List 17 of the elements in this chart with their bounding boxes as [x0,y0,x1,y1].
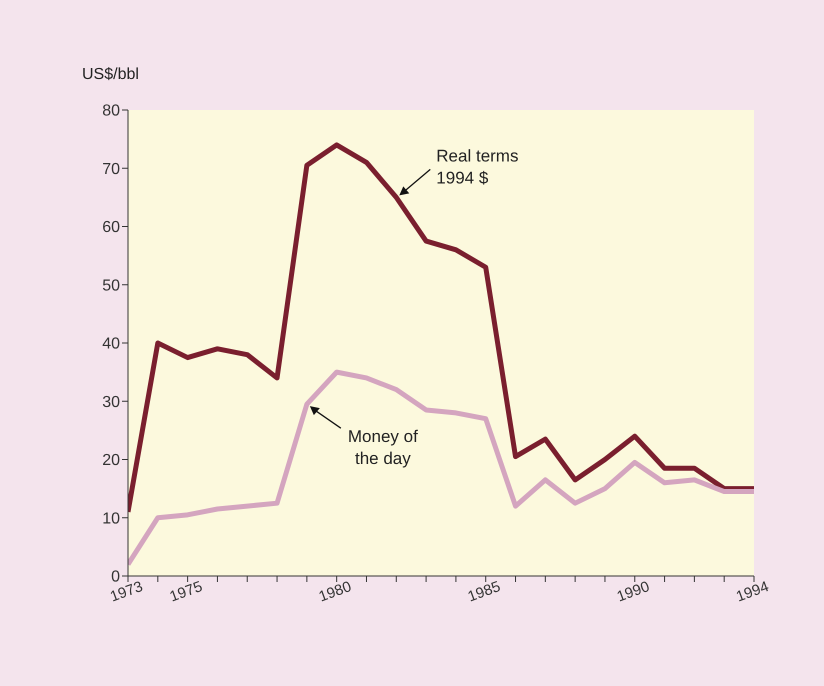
y-tick-label: 80 [102,102,120,120]
x-tick-label: 1990 [614,578,652,606]
series-label: Money of the day [348,427,418,468]
y-tick-label: 40 [102,336,120,353]
y-axis-title: US$/bbl [82,66,139,84]
y-tick-label: 50 [102,277,120,294]
y-tick-label: 60 [102,219,120,236]
y-tick-label: 10 [102,510,120,528]
x-tick-label: 1975 [167,578,205,606]
y-tick-label: 20 [102,452,120,470]
x-tick-label: 1985 [466,578,503,606]
text: Real terms 1994 $ [436,146,518,188]
y-tick-label: 70 [102,160,120,178]
y-tick-label: 0 [111,568,120,586]
x-tick-label: 1994 [734,578,772,606]
y-tick-label: 30 [102,394,120,411]
x-tick-label: 1980 [316,578,354,606]
